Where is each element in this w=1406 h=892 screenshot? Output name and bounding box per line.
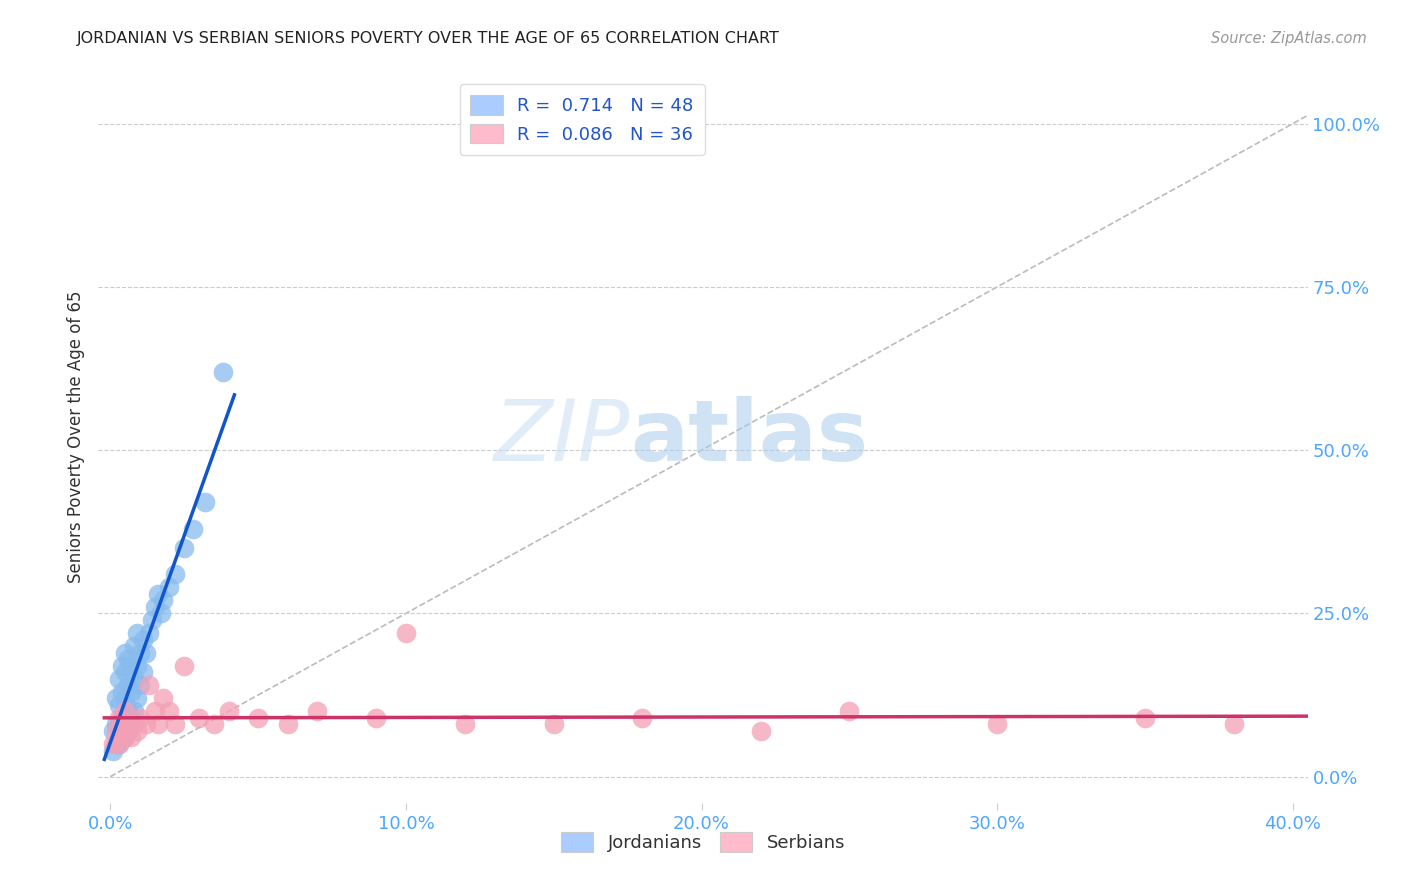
Point: [135, 646, 157, 660]
Point: [277, 717, 299, 731]
Point: [152, 593, 174, 607]
Point: [128, 646, 150, 660]
Point: [146, 717, 169, 731]
Point: [114, 665, 136, 680]
Point: [143, 705, 166, 719]
Point: [366, 711, 388, 725]
Point: [120, 685, 142, 699]
Point: [149, 607, 172, 621]
Point: [125, 723, 148, 738]
Point: [105, 737, 128, 751]
Point: [631, 711, 654, 725]
Y-axis label: Seniors Poverty Over the Age of 65: Seniors Poverty Over the Age of 65: [67, 291, 86, 583]
Text: atlas: atlas: [630, 395, 869, 479]
Point: [108, 737, 131, 751]
Point: [128, 678, 150, 692]
Point: [202, 717, 225, 731]
Point: [152, 691, 174, 706]
Point: [125, 691, 148, 706]
Point: [218, 705, 240, 719]
Point: [1222, 717, 1244, 731]
Point: [105, 717, 128, 731]
Point: [111, 723, 134, 738]
Point: [165, 717, 187, 731]
Point: [114, 731, 136, 745]
Point: [165, 567, 187, 582]
Point: [114, 646, 136, 660]
Point: [181, 521, 204, 535]
Point: [122, 717, 145, 731]
Point: [157, 580, 180, 594]
Point: [173, 658, 195, 673]
Point: [749, 723, 772, 738]
Legend: Jordanians, Serbians: Jordanians, Serbians: [554, 825, 852, 860]
Point: [135, 717, 157, 731]
Point: [138, 678, 160, 692]
Point: [122, 672, 145, 686]
Point: [307, 705, 329, 719]
Point: [395, 626, 418, 640]
Text: Source: ZipAtlas.com: Source: ZipAtlas.com: [1211, 31, 1367, 46]
Point: [132, 632, 155, 647]
Point: [108, 737, 131, 751]
Point: [128, 711, 150, 725]
Point: [143, 599, 166, 614]
Point: [120, 731, 142, 745]
Point: [454, 717, 477, 731]
Point: [117, 723, 139, 738]
Point: [108, 717, 131, 731]
Point: [103, 737, 125, 751]
Point: [117, 717, 139, 731]
Point: [120, 711, 142, 725]
Point: [105, 723, 128, 738]
Point: [543, 717, 565, 731]
Point: [117, 652, 139, 666]
Point: [194, 495, 217, 509]
Point: [111, 731, 134, 745]
Point: [125, 626, 148, 640]
Point: [114, 705, 136, 719]
Point: [146, 587, 169, 601]
Point: [247, 711, 270, 725]
Point: [211, 365, 233, 379]
Point: [108, 698, 131, 712]
Point: [114, 711, 136, 725]
Text: ZIP: ZIP: [494, 395, 630, 479]
Point: [111, 658, 134, 673]
Point: [114, 691, 136, 706]
Point: [187, 711, 209, 725]
Point: [138, 626, 160, 640]
Point: [986, 717, 1008, 731]
Point: [114, 731, 136, 745]
Point: [103, 743, 125, 757]
Point: [141, 613, 163, 627]
Point: [108, 711, 131, 725]
Point: [125, 658, 148, 673]
Point: [132, 665, 155, 680]
Point: [122, 705, 145, 719]
Point: [838, 705, 860, 719]
Point: [117, 678, 139, 692]
Point: [157, 705, 180, 719]
Point: [122, 639, 145, 653]
Point: [117, 705, 139, 719]
Point: [173, 541, 195, 555]
Point: [1133, 711, 1156, 725]
Point: [108, 672, 131, 686]
Text: JORDANIAN VS SERBIAN SENIORS POVERTY OVER THE AGE OF 65 CORRELATION CHART: JORDANIAN VS SERBIAN SENIORS POVERTY OVE…: [77, 31, 780, 46]
Point: [111, 685, 134, 699]
Point: [111, 711, 134, 725]
Point: [105, 691, 128, 706]
Point: [103, 723, 125, 738]
Point: [120, 658, 142, 673]
